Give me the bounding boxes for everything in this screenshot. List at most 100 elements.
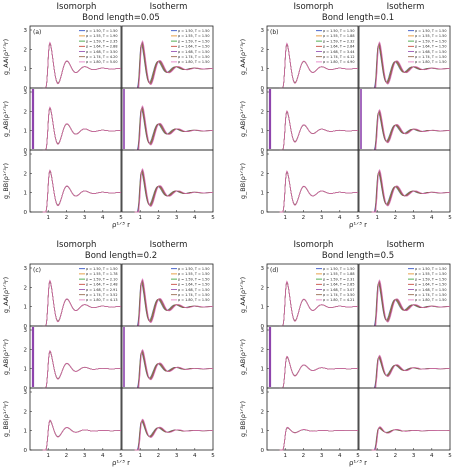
x-tick-label: 4	[338, 215, 342, 221]
legend-entry: ρ = 1.80, T = 5.00	[86, 60, 117, 64]
x-axis-label: ρ¹ᐟ³ r	[349, 459, 367, 467]
plot-cell	[358, 87, 451, 151]
x-tick-label: 4	[193, 215, 197, 221]
panel-tag: (a)	[33, 29, 41, 36]
y-tick-label: 0	[24, 148, 28, 154]
series-line	[42, 107, 121, 151]
legend-entry: ρ = 1.50, T = 1.50	[415, 267, 446, 271]
plot-cell	[266, 149, 359, 213]
legend-entry: ρ = 1.59, T = 1.50	[178, 277, 209, 281]
series-line	[42, 169, 121, 213]
y-tick-label: 2	[24, 409, 28, 415]
row-ylabel: g_BB(ρ¹ᐟ³r)	[239, 163, 247, 199]
y-tick-label: 2	[261, 285, 265, 291]
series-line	[42, 106, 121, 151]
x-tick-label: 3	[83, 215, 87, 221]
x-tick-label: 3	[175, 215, 179, 221]
y-tick-label: 3	[24, 328, 28, 334]
legend-entry: ρ = 1.74, T = 1.50	[415, 293, 446, 297]
y-tick-label: 3	[24, 90, 28, 96]
isotherm-header: Isotherm	[387, 240, 425, 250]
legend-entry: ρ = 1.55, T = 1.88	[323, 34, 354, 38]
y-tick-label: 0	[24, 448, 28, 454]
plot-cell	[121, 387, 214, 451]
x-tick-label: 2	[302, 453, 306, 459]
y-tick-label: 0	[24, 86, 28, 92]
plot-cell	[29, 87, 122, 151]
y-tick-label: 0	[261, 448, 265, 454]
x-tick-label: 4	[101, 453, 105, 459]
isotherm-header: Isotherm	[387, 2, 425, 12]
plot-cell	[29, 387, 122, 451]
series-line	[279, 110, 358, 151]
isomorph-header: Isomorph	[57, 240, 97, 250]
x-tick-label: 3	[412, 453, 416, 459]
series-line	[371, 41, 450, 89]
legend-entry: ρ = 1.68, T = 2.91	[86, 288, 117, 292]
y-tick-label: 0	[261, 148, 265, 154]
row-ylabel: g_BB(ρ¹ᐟ³r)	[2, 163, 10, 199]
row-ylabel: g_AA(ρ¹ᐟ³r)	[2, 39, 10, 75]
legend-entry: ρ = 1.64, T = 2.88	[86, 45, 117, 49]
x-tick-label: 1	[46, 453, 50, 459]
legend-entry: ρ = 1.68, T = 3.07	[323, 288, 354, 292]
series-line	[371, 357, 450, 389]
plot-cell	[29, 149, 122, 213]
legend-entry: ρ = 1.68, T = 1.50	[415, 50, 446, 54]
bond-length-title: Bond length=0.05	[82, 13, 160, 23]
x-tick-label: 3	[83, 453, 87, 459]
legend-entry: ρ = 1.55, T = 1.78	[86, 272, 117, 276]
isomorph-header: Isomorph	[294, 2, 334, 12]
series-line	[42, 169, 121, 213]
legend-entry: ρ = 1.55, T = 1.50	[178, 34, 209, 38]
legend-entry: ρ = 1.59, T = 2.31	[323, 277, 354, 281]
y-tick-label: 1	[261, 367, 265, 373]
y-tick-label: 3	[24, 266, 28, 272]
y-tick-label: 1	[261, 67, 265, 73]
legend-entry: ρ = 1.68, T = 1.50	[178, 50, 209, 54]
series-line	[279, 355, 358, 389]
x-tick-label: 2	[157, 215, 161, 221]
x-tick-label: 4	[101, 215, 105, 221]
y-tick-label: 3	[261, 152, 265, 158]
legend-entry: ρ = 1.74, T = 1.50	[178, 55, 209, 59]
row-ylabel: g_AB(ρ¹ᐟ³r)	[2, 101, 10, 137]
legend-entry: ρ = 1.64, T = 1.50	[415, 45, 446, 49]
legend-entry: ρ = 1.80, T = 4.13	[86, 298, 117, 302]
y-tick-label: 1	[24, 305, 28, 311]
x-tick-label: 4	[193, 453, 197, 459]
legend-entry: ρ = 1.50, T = 1.50	[323, 29, 354, 33]
legend-entry: ρ = 1.80, T = 4.21	[323, 298, 354, 302]
legend-entry: ρ = 1.50, T = 1.50	[415, 29, 446, 33]
series-line	[42, 106, 121, 151]
plot-cell	[121, 325, 214, 389]
legend-entry: ρ = 1.64, T = 1.50	[178, 283, 209, 287]
y-tick-label: 2	[24, 47, 28, 53]
x-tick-label: 2	[65, 453, 69, 459]
x-tick-label: 1	[138, 215, 142, 221]
isomorph-header: Isomorph	[57, 2, 97, 12]
bond-length-title: Bond length=0.5	[322, 251, 394, 261]
series-line	[134, 419, 213, 451]
y-tick-label: 0	[261, 324, 265, 330]
y-tick-label: 3	[261, 28, 265, 34]
row-ylabel: g_AA(ρ¹ᐟ³r)	[2, 277, 10, 313]
y-tick-label: 0	[261, 210, 265, 216]
y-tick-label: 1	[24, 67, 28, 73]
series-line	[42, 419, 121, 451]
legend-entry: ρ = 1.59, T = 1.50	[178, 39, 209, 43]
legend-entry: ρ = 1.74, T = 3.50	[323, 293, 354, 297]
y-tick-label: 2	[261, 171, 265, 177]
series-line	[134, 104, 213, 151]
series-line	[134, 420, 213, 451]
x-tick-label: 5	[119, 215, 123, 221]
legend-entry: ρ = 1.59, T = 2.32	[323, 39, 354, 43]
legend-entry: ρ = 1.64, T = 1.50	[415, 283, 446, 287]
series-line	[371, 357, 450, 389]
x-axis-label: ρ¹ᐟ³ r	[112, 459, 130, 467]
legend-entry: ρ = 1.74, T = 4.12	[323, 55, 354, 59]
plot-cell	[121, 87, 214, 151]
x-tick-label: 4	[430, 453, 434, 459]
